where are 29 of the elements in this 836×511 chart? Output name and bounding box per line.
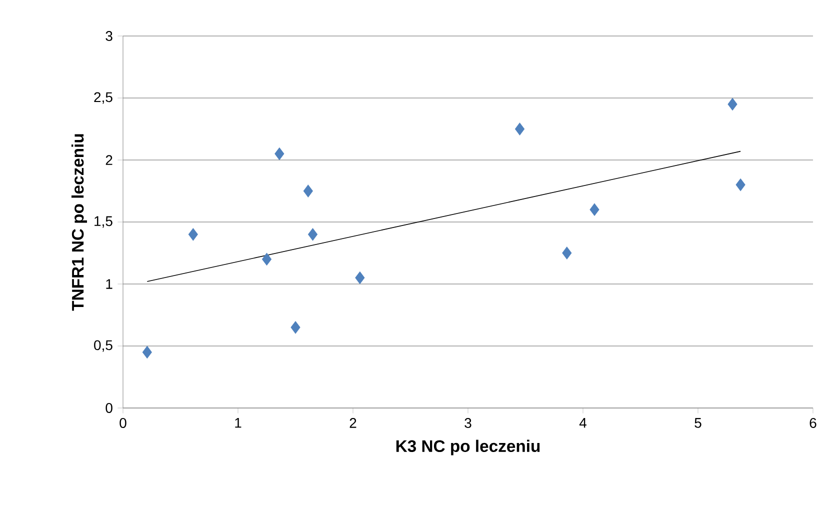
y-tick-label: 1	[106, 279, 112, 289]
point	[274, 148, 284, 160]
point	[188, 228, 198, 241]
y-tick-label: 0	[106, 403, 112, 413]
x-axis-title: K3 NC po leczeniu	[396, 440, 540, 456]
x-tick-label: 4	[579, 418, 586, 428]
point	[514, 122, 525, 136]
y-axis-title: TNFR1 NC po leczeniu	[71, 134, 87, 311]
point	[262, 252, 272, 266]
x-tick-label: 2	[350, 418, 356, 428]
x-tick-label: 3	[464, 418, 472, 428]
point	[355, 272, 365, 284]
point	[736, 178, 746, 192]
x-tick-label: 0	[120, 418, 126, 428]
y-tick-label: 3	[106, 31, 112, 41]
point	[728, 98, 738, 110]
x-tick-label: 5	[694, 418, 702, 428]
y-tick-label: 2,5	[94, 92, 112, 104]
x-tick-label: 6	[810, 418, 816, 428]
point	[590, 203, 600, 216]
point	[290, 321, 300, 334]
point	[303, 184, 313, 198]
y-tick-label: 1,5	[94, 216, 112, 228]
x-tick-label: 1	[235, 418, 242, 428]
point	[562, 246, 572, 260]
y-tick-label: 2	[106, 155, 112, 165]
y-tick-label: 0,5	[94, 340, 112, 352]
point	[308, 228, 318, 241]
point	[142, 346, 152, 358]
